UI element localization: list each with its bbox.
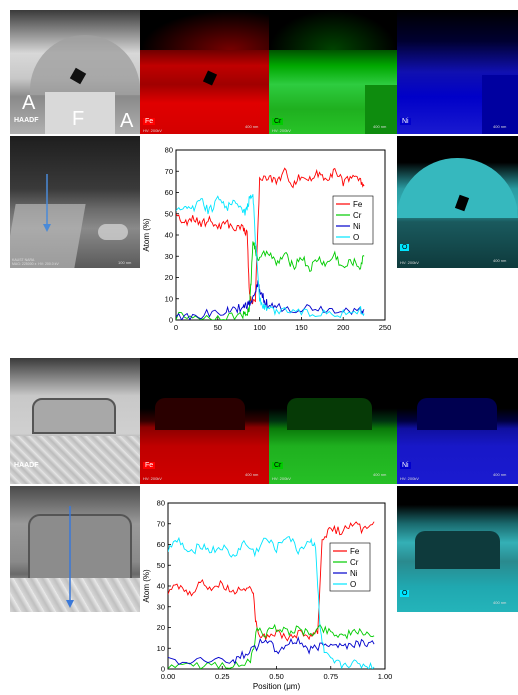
top-sem-scale: 100 nm <box>118 260 132 265</box>
top-haadf-image: A F A HAADF <box>10 10 140 134</box>
y-axis-label: Atom (%) <box>142 569 151 603</box>
series-line-fe <box>168 521 375 642</box>
y-tick-label: 0 <box>169 316 173 325</box>
bottom-cr-hv: HV: 200kV <box>272 476 291 481</box>
bottom-fe-hv: HV: 200kV <box>143 476 162 481</box>
bottom-cr-tag: Cr <box>272 462 284 469</box>
legend-label-fe: Fe <box>350 547 360 556</box>
y-tick-label: 40 <box>165 231 173 240</box>
bottom-o-tag: O <box>400 590 410 597</box>
top-cr-hv: HV: 200kV <box>272 128 291 133</box>
top-fe-hv: HV: 200kV <box>143 128 162 133</box>
region-a-right-label: A <box>120 110 134 132</box>
bottom-figure: HAADF Fe HV: 200kV 400 nm Cr HV: 200kV 4… <box>0 358 518 695</box>
legend-label-fe: Fe <box>353 200 363 209</box>
bottom-haadf-image: HAADF <box>10 358 140 484</box>
y-tick-label: 10 <box>165 294 173 303</box>
series-line-o <box>168 536 375 669</box>
series-line-cr <box>168 623 375 669</box>
top-o-tag: O <box>400 244 410 251</box>
top-fe-map: Fe HV: 200kV 400 nm <box>140 10 269 134</box>
y-tick-label: 10 <box>157 644 165 653</box>
bottom-o-scale: 400 nm <box>493 600 507 605</box>
y-tick-label: 30 <box>157 602 165 611</box>
top-cr-map: Cr HV: 200kV 400 nm <box>269 10 397 134</box>
x-axis-label: Position (μm) <box>253 682 301 691</box>
series-line-fe <box>176 167 365 305</box>
x-tick-label: 200 <box>337 323 350 332</box>
x-tick-label: 100 <box>253 323 266 332</box>
y-tick-label: 50 <box>157 561 165 570</box>
y-tick-label: 70 <box>165 167 173 176</box>
legend-label-o: O <box>353 233 359 242</box>
y-tick-label: 70 <box>157 519 165 528</box>
top-cr-scale: 400 nm <box>373 124 387 129</box>
series-line-o <box>176 194 365 319</box>
bottom-cr-scale: 400 nm <box>373 472 387 477</box>
top-ni-scale: 400 nm <box>493 124 507 129</box>
bottom-fe-scale: 400 nm <box>245 472 259 477</box>
y-tick-label: 60 <box>165 188 173 197</box>
top-line-scan-arrow <box>43 174 51 232</box>
top-haadf-label: HAADF <box>14 117 39 124</box>
y-tick-label: 30 <box>165 252 173 261</box>
legend-label-o: O <box>350 580 356 589</box>
legend-label-cr: Cr <box>350 558 359 567</box>
top-fe-scale: 400 nm <box>245 124 259 129</box>
x-tick-label: 150 <box>295 323 308 332</box>
top-o-map: O HV: 200kV 400 nm <box>397 136 518 268</box>
top-ni-tag: Ni <box>400 118 411 125</box>
top-fe-tag: Fe <box>143 118 156 125</box>
y-tick-label: 80 <box>157 499 165 508</box>
bottom-zoom-image <box>10 486 140 612</box>
bottom-line-scan-arrow <box>66 506 74 608</box>
x-tick-label: 0.00 <box>161 672 176 681</box>
bottom-cr-map: Cr HV: 200kV 400 nm <box>269 358 397 484</box>
top-figure: A F A HAADF Fe HV: 200kV 400 nm Cr HV: 2… <box>0 0 518 340</box>
y-tick-label: 80 <box>165 146 173 155</box>
y-tick-label: 20 <box>157 623 165 632</box>
top-ni-map: Ni 400 nm <box>397 10 518 134</box>
bottom-ni-scale: 400 nm <box>493 472 507 477</box>
region-a-left-label: A <box>22 92 36 114</box>
x-tick-label: 50 <box>214 323 222 332</box>
x-tick-label: 250 <box>379 323 392 332</box>
bottom-ni-hv: HV: 200kV <box>400 476 419 481</box>
bottom-o-map: O 400 nm <box>397 486 518 612</box>
bottom-ni-map: Ni HV: 200kV 400 nm <box>397 358 518 484</box>
bottom-fe-map: Fe HV: 200kV 400 nm <box>140 358 269 484</box>
y-axis-label: Atom (%) <box>142 218 151 252</box>
y-tick-label: 20 <box>165 273 173 282</box>
legend-label-cr: Cr <box>353 211 362 220</box>
x-tick-label: 0 <box>174 323 178 332</box>
y-tick-label: 40 <box>157 582 165 591</box>
x-tick-label: 0.50 <box>269 672 284 681</box>
top-sem-info: KAUST NARA MAG: 225000 x HV: 200.0 kV <box>12 258 59 266</box>
bottom-haadf-label: HAADF <box>14 462 39 469</box>
region-f-label: F <box>72 108 85 130</box>
top-cr-tag: Cr <box>272 118 284 125</box>
top-o-hv: HV: 200kV <box>400 260 419 265</box>
y-tick-label: 0 <box>161 665 165 674</box>
series-line-ni <box>168 636 375 665</box>
x-tick-label: 0.75 <box>323 672 338 681</box>
y-tick-label: 60 <box>157 540 165 549</box>
bottom-ni-tag: Ni <box>400 462 411 469</box>
bottom-fe-tag: Fe <box>143 462 156 469</box>
top-sem-image: KAUST NARA MAG: 225000 x HV: 200.0 kV 10… <box>10 136 140 268</box>
bottom-line-profile-chart: 0 10 20 30 40 50 60 70 80 0.00 0.25 0.50 0.75 1.00 Pos… <box>140 491 395 691</box>
legend-label-ni: Ni <box>353 222 361 231</box>
x-tick-label: 0.25 <box>215 672 230 681</box>
y-tick-label: 50 <box>165 209 173 218</box>
top-o-scale: 400 nm <box>493 258 507 263</box>
x-tick-label: 1.00 <box>378 672 393 681</box>
legend-label-ni: Ni <box>350 569 358 578</box>
